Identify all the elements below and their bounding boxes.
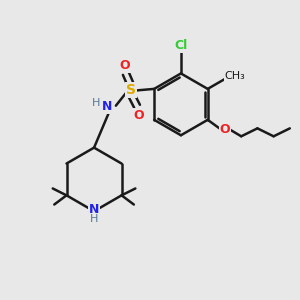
Text: S: S <box>126 83 136 98</box>
Text: N: N <box>101 100 112 113</box>
Text: O: O <box>220 123 230 136</box>
Text: O: O <box>133 109 144 122</box>
Text: CH₃: CH₃ <box>224 71 245 81</box>
Text: Cl: Cl <box>174 39 188 52</box>
Text: H: H <box>92 98 100 108</box>
Text: O: O <box>119 59 130 72</box>
Text: H: H <box>90 214 98 224</box>
Text: N: N <box>89 203 99 216</box>
